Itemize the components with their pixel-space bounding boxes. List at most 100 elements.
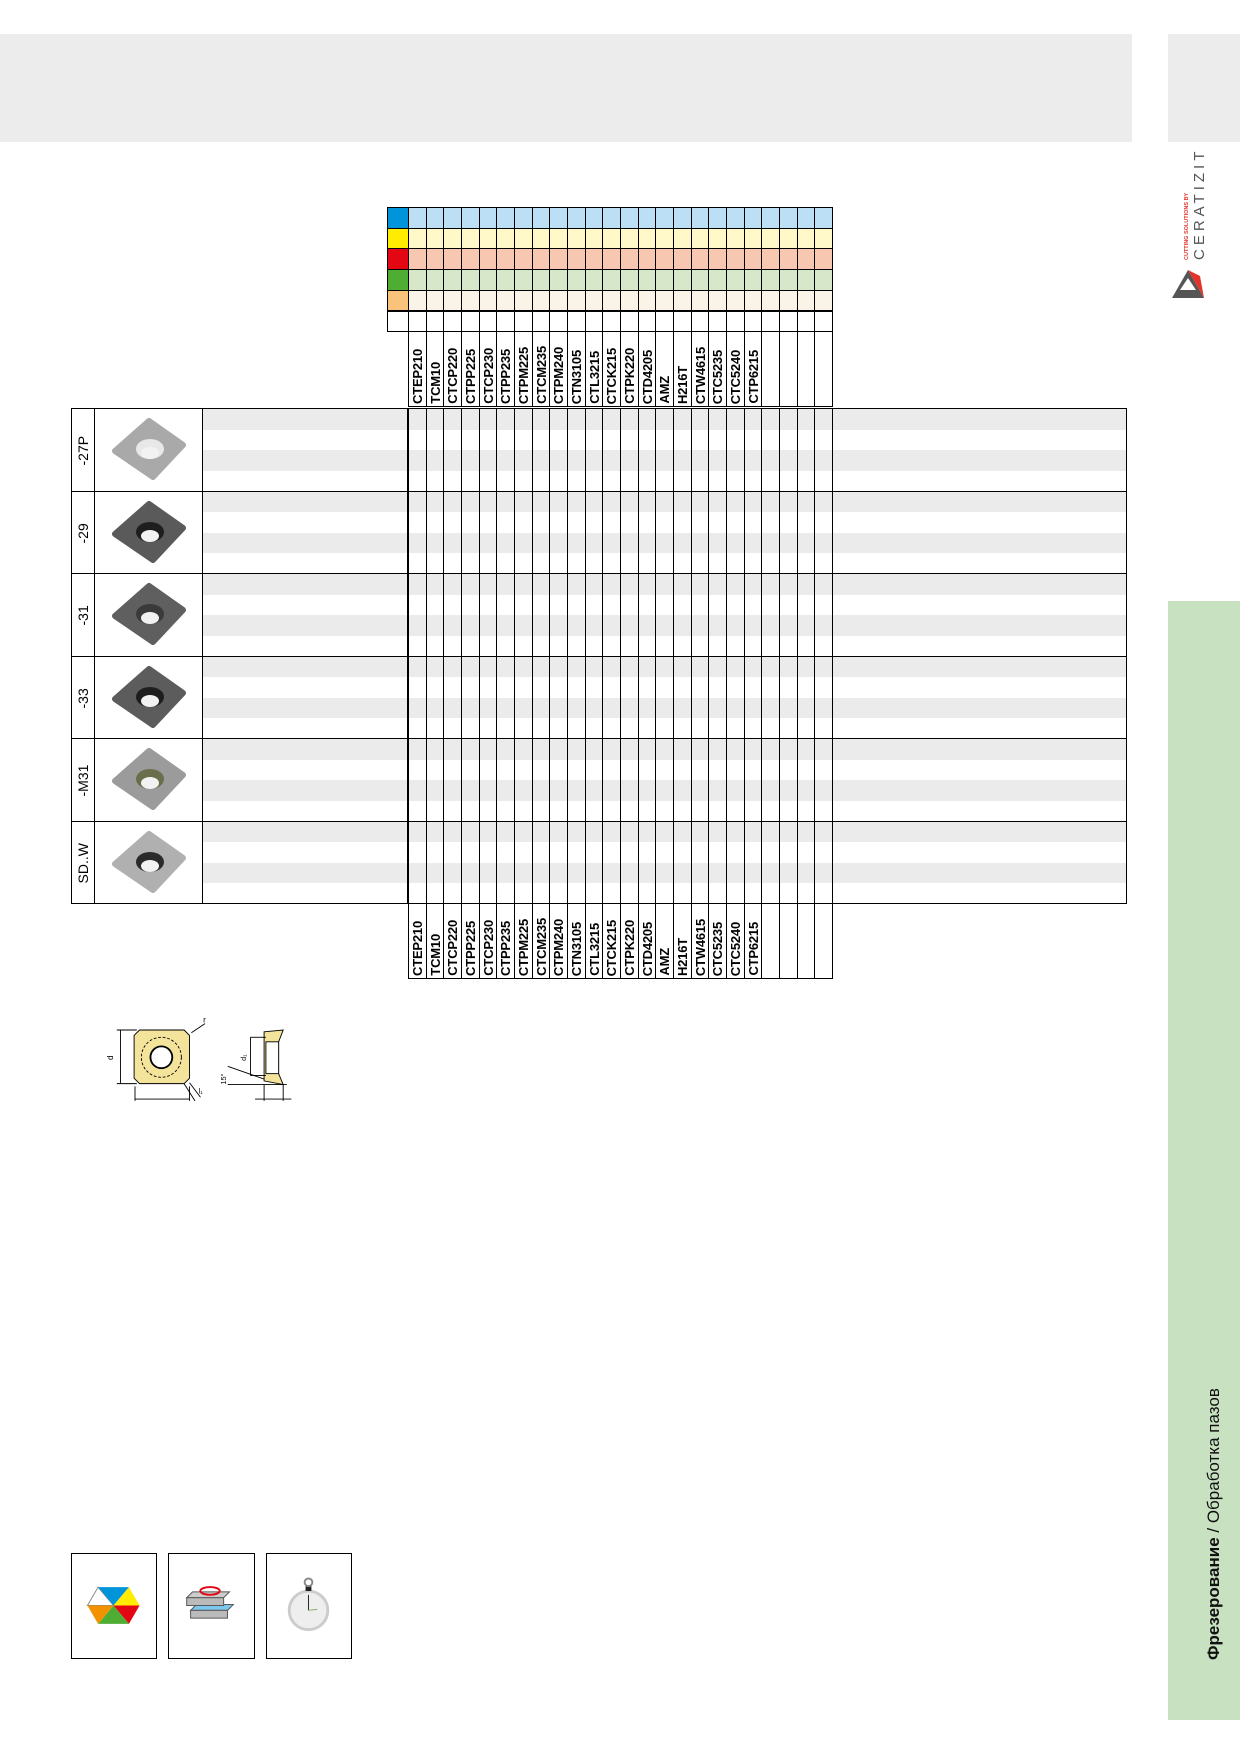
material-cell	[531, 269, 551, 291]
grade-cell	[655, 738, 675, 822]
material-cell	[461, 227, 480, 250]
grade-name: CTEP210	[410, 921, 425, 976]
grade-name: CTL3215	[586, 351, 602, 404]
grade-cell	[461, 738, 480, 822]
insert-description-cell	[202, 820, 408, 904]
grade-cell	[478, 490, 498, 574]
material-cell	[584, 289, 604, 312]
grade-label-top: CTCP230	[478, 331, 498, 407]
grade-label-top: CTN3105	[567, 331, 586, 407]
grade-cell	[461, 655, 480, 739]
material-cell	[673, 248, 692, 271]
grade-label-bottom: H216T	[673, 903, 692, 979]
insert-image-cell	[94, 820, 203, 904]
grade-label-bottom: CTEP210	[408, 903, 427, 979]
grade-cell	[584, 655, 604, 739]
grade-cell	[620, 408, 639, 492]
material-cell	[761, 310, 781, 333]
material-cell	[443, 310, 462, 333]
material-cell	[796, 207, 816, 229]
row-stripe	[202, 739, 1127, 760]
grade-label-bottom: CTPM225	[514, 903, 533, 979]
insert-code-cell: SD..W	[71, 820, 95, 904]
material-cell	[620, 207, 639, 229]
grade-cell	[779, 820, 798, 904]
material-cell	[726, 310, 745, 333]
insert-dimension-drawing: d r l₁ d₁ 15°	[106, 1016, 292, 1102]
grade-cell	[743, 655, 763, 739]
material-cell	[443, 269, 462, 291]
grade-cell	[531, 490, 551, 574]
grade-cell	[796, 655, 816, 739]
material-cell	[814, 227, 834, 250]
material-cell	[620, 289, 639, 312]
insert-code: -27P	[75, 435, 91, 466]
grade-name: CTCM235	[533, 918, 549, 976]
material-cell	[567, 289, 586, 312]
grade-name: CTP6215	[745, 922, 761, 976]
material-swatch	[387, 248, 409, 271]
material-cell	[478, 227, 498, 250]
grade-label-top: CTEP210	[408, 331, 427, 407]
material-cell	[690, 289, 710, 312]
grade-cell	[584, 408, 604, 492]
material-cell	[443, 227, 462, 250]
material-cell	[655, 289, 675, 312]
grade-label-top: H216T	[673, 331, 692, 407]
dim-r: r	[203, 1016, 206, 1025]
grade-cell	[637, 655, 657, 739]
grade-cell	[673, 738, 692, 822]
grade-name: CTCP220	[445, 920, 461, 976]
material-cell	[726, 289, 745, 312]
grade-name: CTPP235	[498, 349, 514, 404]
material-cell	[708, 248, 728, 271]
material-cell	[796, 269, 816, 291]
material-cell	[496, 310, 515, 333]
grade-cell	[655, 490, 675, 574]
grade-cell	[620, 573, 639, 657]
material-icon-box	[71, 1553, 157, 1659]
insert-image	[112, 500, 186, 563]
grade-cell	[549, 820, 569, 904]
grade-cell	[655, 408, 675, 492]
grade-cell	[514, 490, 533, 574]
grade-label-bottom: AMZ	[655, 903, 675, 979]
grade-cell	[690, 573, 710, 657]
material-cell	[779, 207, 798, 229]
insert-code: SD..W	[75, 842, 91, 883]
grade-cell	[567, 738, 586, 822]
material-cell	[814, 310, 834, 333]
grade-label-top	[796, 331, 816, 407]
grade-cell	[514, 655, 533, 739]
grade-cell	[673, 573, 692, 657]
grade-name: CTN3105	[569, 349, 585, 404]
grade-cell	[620, 820, 639, 904]
grade-cell	[637, 820, 657, 904]
grade-name: CTCP230	[480, 920, 496, 976]
material-cell	[496, 227, 515, 250]
grade-cell	[408, 490, 427, 574]
row-stripe	[202, 821, 1127, 843]
insert-code-cell: -M31	[71, 738, 95, 822]
material-cell	[425, 227, 445, 250]
material-swatch	[387, 289, 409, 312]
material-cell	[461, 269, 480, 291]
time-icon-box	[266, 1553, 352, 1659]
material-cell	[637, 269, 657, 291]
grade-name: CTPM240	[551, 918, 567, 976]
material-cell	[531, 248, 551, 271]
grade-cell	[655, 655, 675, 739]
grade-cell	[496, 655, 515, 739]
material-cell	[408, 269, 427, 291]
grade-cell	[814, 820, 834, 904]
grade-cell	[531, 655, 551, 739]
grade-cell	[408, 738, 427, 822]
material-cell	[779, 289, 798, 312]
material-cell	[673, 310, 692, 333]
grade-cell	[761, 738, 781, 822]
material-cell	[690, 269, 710, 291]
grade-label-bottom	[796, 903, 816, 979]
grade-cell	[673, 490, 692, 574]
grade-name: H216T	[675, 365, 691, 404]
grade-cell	[531, 738, 551, 822]
